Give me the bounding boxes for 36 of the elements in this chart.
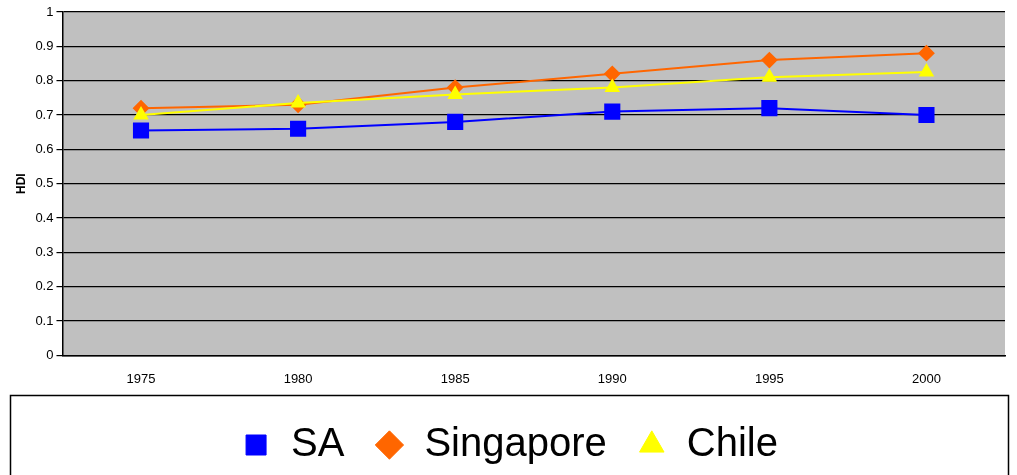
y-axis-title: HDI: [13, 173, 28, 195]
x-tick-label: 2000: [912, 370, 941, 386]
point: [290, 120, 307, 137]
point: [918, 106, 935, 124]
x-tick-label: 1990: [597, 370, 627, 386]
y-tick-label: 0.6: [35, 140, 54, 156]
point: [604, 65, 621, 82]
point: [605, 79, 620, 93]
y-tick-label: 0: [46, 346, 54, 362]
y-tick-label: 1: [46, 3, 54, 19]
point: [133, 107, 149, 120]
x-tick-label: 1980: [283, 370, 313, 386]
point: [448, 86, 463, 99]
point: [919, 64, 934, 77]
y-tick-label: 0.9: [35, 37, 54, 53]
y-tick-label: 0.8: [35, 72, 54, 88]
x-tick-label: 1995: [754, 370, 784, 386]
x-tick-label: 1975: [126, 370, 156, 386]
y-tick-label: 0.3: [35, 243, 54, 259]
point: [132, 122, 150, 139]
y-tick-label: 0.5: [35, 175, 54, 191]
y-tick-label: 0.1: [35, 312, 54, 328]
legend-label: Singapore: [424, 420, 607, 465]
y-tick-label: 0.4: [35, 209, 54, 225]
point: [761, 52, 778, 69]
point: [604, 103, 621, 120]
point: [447, 113, 464, 130]
x-tick-label: 1985: [440, 370, 470, 386]
point: [761, 100, 778, 117]
point: [291, 95, 306, 108]
y-tick-label: 0.2: [35, 278, 54, 294]
point: [762, 69, 777, 82]
point: [918, 45, 935, 62]
y-tick-label: 0.7: [35, 106, 54, 122]
legend-label: Chile: [686, 420, 778, 465]
legend-label: SA: [291, 420, 345, 465]
